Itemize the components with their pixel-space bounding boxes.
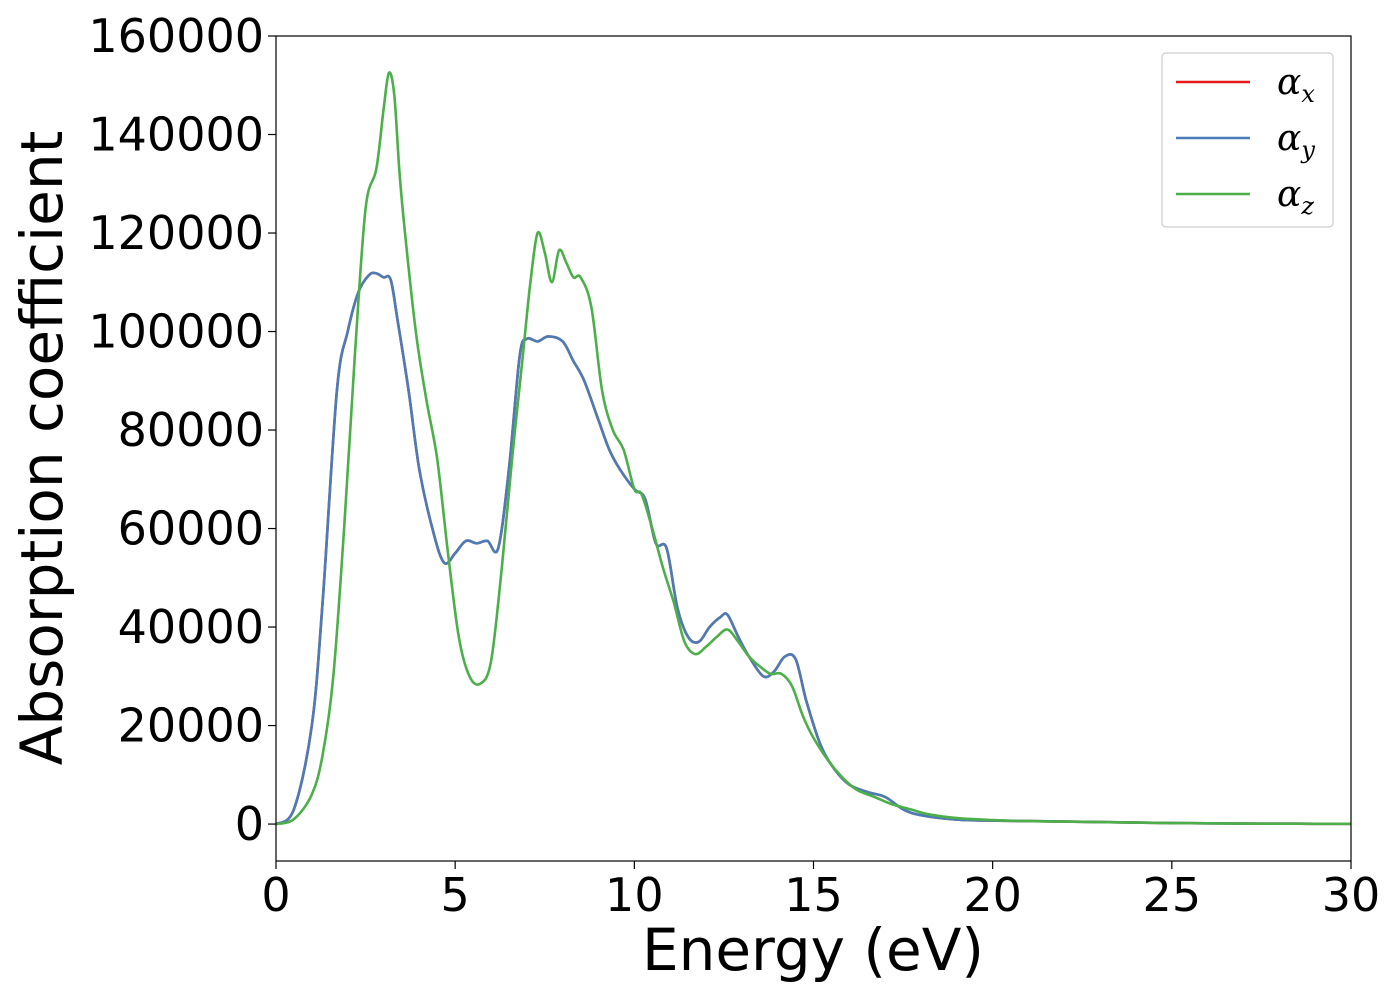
y-tick-label: 60000 [118,502,264,556]
legend-label-y: αy [1277,118,1315,164]
y-axis-label: Absorption coefficient [8,131,76,766]
y-tick-label: 160000 [88,9,264,63]
x-tick-label: 15 [784,868,843,922]
legend: αx αy αz [1161,52,1334,228]
y-tick-label: 80000 [118,403,264,457]
y-tick-label: 100000 [88,305,264,359]
y-axis: 0 20000 40000 60000 80000 100000 120000 140000 1… [88,9,276,851]
y-tick-label: 140000 [88,108,264,162]
series-line-z [275,71,1351,826]
x-tick-label: 30 [1322,868,1381,922]
x-tick-label: 5 [441,868,470,922]
series-layer [275,71,1351,826]
y-tick-label: 40000 [118,600,264,654]
y-tick-label: 0 [235,797,264,851]
y-tick-label: 20000 [118,699,264,753]
legend-box [1161,52,1334,228]
x-axis-label: Energy (eV) [642,916,984,984]
legend-label-x: αx [1277,62,1315,108]
x-tick-label: 20 [963,868,1022,922]
x-tick-label: 25 [1143,868,1202,922]
x-tick-label: 10 [605,868,664,922]
legend-label-z: αz [1277,174,1314,220]
x-axis: 0 5 10 15 20 25 30 [261,861,1380,922]
y-tick-label: 120000 [88,206,264,260]
x-tick-label: 0 [261,868,290,922]
